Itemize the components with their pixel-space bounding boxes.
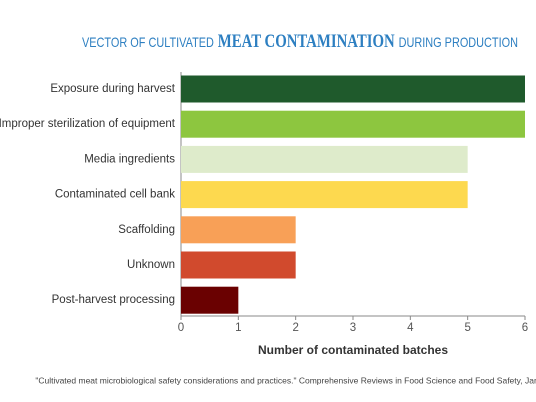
bar (181, 251, 296, 279)
x-tick-label: 6 (522, 322, 528, 334)
x-tick-label: 5 (464, 322, 470, 334)
bar (181, 110, 525, 138)
bar (181, 286, 239, 314)
y-tick-label: Contaminated cell bank (55, 189, 175, 201)
x-tick-label: 2 (292, 322, 298, 334)
chart-title: VECTOR OF CULTIVATEDMEAT CONTAMINATIONDU… (82, 31, 518, 52)
bar (181, 216, 296, 244)
title-part: VECTOR OF CULTIVATED (82, 34, 214, 50)
x-tick-label: 0 (178, 322, 184, 334)
y-tick-label: Exposure during harvest (50, 83, 175, 95)
x-tick-label: 3 (350, 322, 356, 334)
x-tick-label: 1 (235, 322, 241, 334)
y-tick-label: Post-harvest processing (52, 294, 175, 306)
y-tick-label: Unknown (127, 259, 175, 271)
y-tick-label: Improper sterilization of equipment (0, 118, 176, 130)
x-axis-label: Number of contaminated batches (258, 343, 448, 357)
title-part: DURING PRODUCTION (399, 34, 518, 50)
y-tick-label: Scaffolding (118, 224, 175, 236)
x-tick-label: 4 (407, 322, 414, 334)
title-part: MEAT CONTAMINATION (218, 31, 395, 52)
y-tick-label: Media ingredients (84, 153, 175, 165)
source-note: "Cultivated meat microbiological safety … (35, 375, 536, 385)
bar (181, 75, 525, 103)
bar (181, 181, 468, 209)
bar (181, 145, 468, 173)
